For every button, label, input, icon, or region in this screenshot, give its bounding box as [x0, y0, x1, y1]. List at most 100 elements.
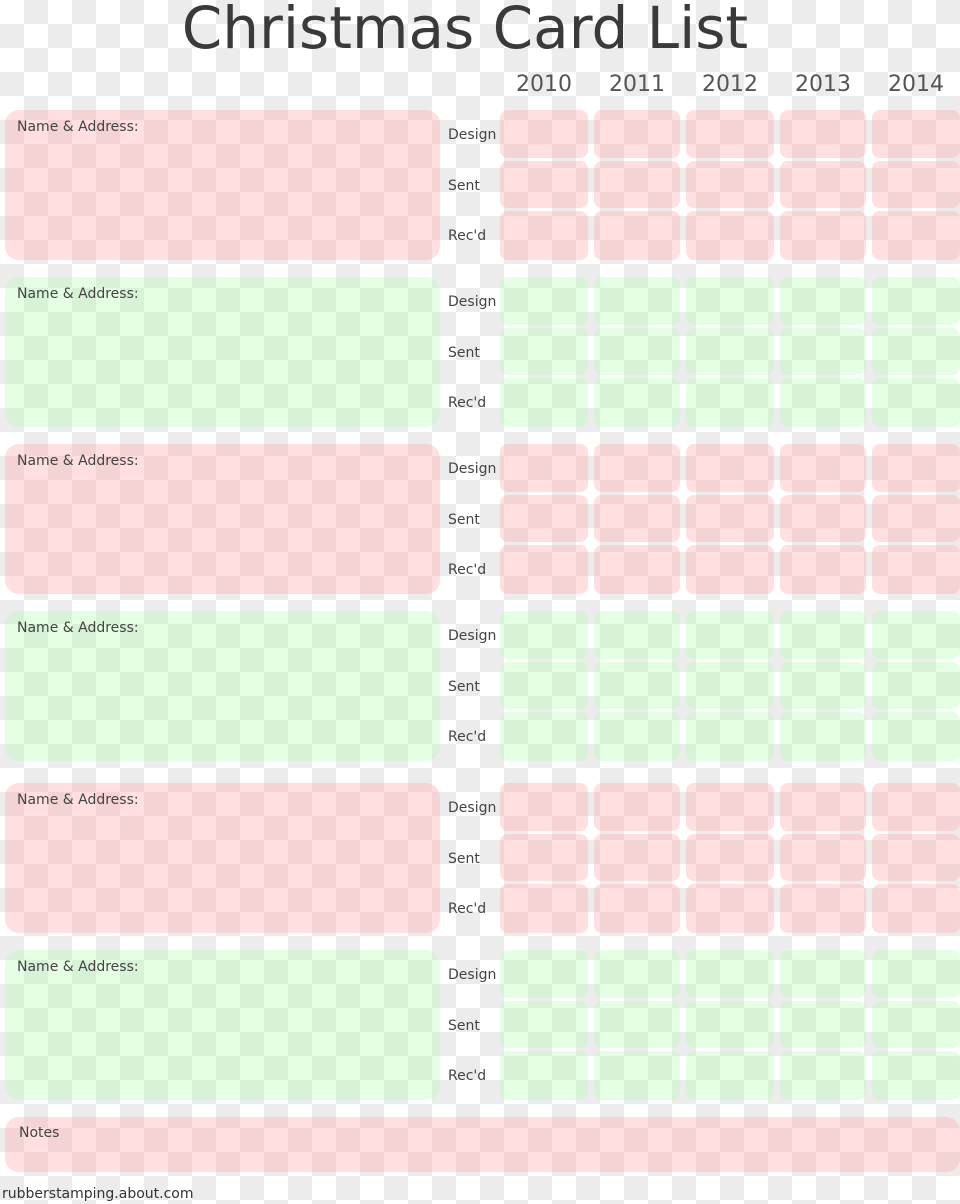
row-label: Design [448, 294, 497, 310]
check-cell [686, 277, 774, 325]
check-cell [594, 783, 680, 831]
name-label: Name & Address: [17, 620, 139, 636]
check-cell [500, 662, 588, 709]
check-cell [686, 712, 774, 761]
check-cell [686, 884, 774, 933]
check-cell [780, 277, 866, 325]
check-cell [594, 277, 680, 325]
year-header: 2014 [888, 72, 944, 97]
notes-box [5, 1117, 960, 1172]
check-cell [780, 495, 866, 542]
name-label: Name & Address: [17, 286, 139, 302]
name-box [5, 277, 440, 427]
check-cell [686, 161, 774, 208]
title: Christmas Card List [181, 0, 749, 62]
row-label: Design [448, 800, 497, 816]
check-cell [872, 884, 960, 933]
check-cell [594, 328, 680, 375]
check-cell [500, 834, 588, 881]
check-cell [686, 444, 774, 492]
check-cell [686, 783, 774, 831]
check-cell [686, 611, 774, 659]
notes-label: Notes [19, 1125, 60, 1141]
check-cell [872, 783, 960, 831]
row-label: Sent [448, 679, 480, 695]
check-cell [872, 211, 960, 260]
check-cell [686, 950, 774, 998]
row-label: Design [448, 967, 497, 983]
check-cell [686, 545, 774, 594]
check-cell [500, 1051, 588, 1100]
name-box [5, 611, 440, 761]
year-header: 2012 [702, 72, 758, 97]
check-cell [872, 161, 960, 208]
check-cell [780, 211, 866, 260]
row-label: Design [448, 127, 497, 143]
check-cell [500, 277, 588, 325]
check-cell [686, 378, 774, 427]
check-cell [872, 712, 960, 761]
check-cell [594, 444, 680, 492]
row-label: Rec'd [448, 562, 487, 578]
check-cell [594, 378, 680, 427]
row-label: Rec'd [448, 1068, 487, 1084]
check-cell [872, 1051, 960, 1100]
check-cell [686, 834, 774, 881]
check-cell [500, 328, 588, 375]
check-cell [780, 712, 866, 761]
check-cell [872, 328, 960, 375]
name-box [5, 110, 440, 260]
check-cell [780, 611, 866, 659]
check-cell [780, 545, 866, 594]
name-label: Name & Address: [17, 453, 139, 469]
check-cell [594, 1001, 680, 1048]
footer: rubberstamping.about.com [2, 1186, 194, 1202]
check-cell [780, 161, 866, 208]
check-cell [500, 110, 588, 158]
row-label: Design [448, 461, 497, 477]
check-cell [872, 277, 960, 325]
check-cell [780, 328, 866, 375]
check-cell [500, 444, 588, 492]
check-cell [500, 1001, 588, 1048]
check-cell [686, 328, 774, 375]
check-cell [872, 545, 960, 594]
check-cell [872, 378, 960, 427]
check-cell [780, 662, 866, 709]
row-label: Sent [448, 851, 480, 867]
check-cell [780, 834, 866, 881]
year-header: 2013 [795, 72, 851, 97]
check-cell [780, 110, 866, 158]
check-cell [594, 662, 680, 709]
row-label: Rec'd [448, 228, 487, 244]
check-cell [686, 211, 774, 260]
check-cell [594, 611, 680, 659]
name-label: Name & Address: [17, 792, 139, 808]
check-cell [872, 444, 960, 492]
row-label: Sent [448, 345, 480, 361]
check-cell [594, 834, 680, 881]
name-label: Name & Address: [17, 959, 139, 975]
name-label: Name & Address: [17, 119, 139, 135]
check-cell [500, 712, 588, 761]
check-cell [500, 161, 588, 208]
check-cell [594, 161, 680, 208]
check-cell [780, 378, 866, 427]
check-cell [780, 444, 866, 492]
check-cell [780, 1051, 866, 1100]
check-cell [872, 1001, 960, 1048]
check-cell [500, 545, 588, 594]
check-cell [872, 611, 960, 659]
check-cell [500, 884, 588, 933]
row-label: Sent [448, 178, 480, 194]
name-box [5, 950, 440, 1100]
check-cell [594, 884, 680, 933]
name-box [5, 444, 440, 594]
row-label: Sent [448, 512, 480, 528]
check-cell [594, 110, 680, 158]
check-cell [594, 545, 680, 594]
check-cell [594, 1051, 680, 1100]
check-cell [686, 1001, 774, 1048]
check-cell [686, 1051, 774, 1100]
